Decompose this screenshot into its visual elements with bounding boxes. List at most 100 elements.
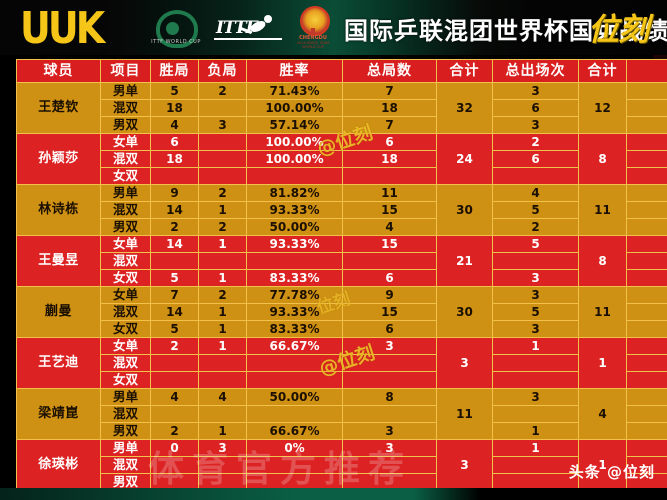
win-rate-cell: 57.14% [246, 116, 343, 134]
event-cell: 混双 [100, 150, 151, 168]
total-games-cell: 3 [342, 337, 437, 355]
column-header-apps-sum: 合计 [578, 59, 627, 83]
points-cell [626, 405, 667, 423]
appearances-cell [492, 371, 579, 389]
column-header-points: 积分 [626, 59, 667, 83]
win-rate-cell [246, 456, 343, 474]
apps-sum-cell: 1 [578, 337, 627, 389]
footer-bar [0, 488, 667, 500]
brand-logo: 位刻 [588, 12, 649, 48]
wins-cell: 7 [150, 286, 199, 304]
table-row: 梁靖崑 男单 4 4 50.00% 8 11 3 4 [16, 388, 667, 440]
losses-cell: 3 [198, 439, 247, 457]
win-rate-cell: 100.00% [246, 150, 343, 168]
appearances-cell: 3 [492, 286, 579, 304]
points-cell [626, 218, 667, 236]
appearances-cell [492, 354, 579, 372]
losses-cell [198, 371, 247, 389]
event-cell: 混双 [100, 405, 151, 423]
total-games-cell: 3 [342, 439, 437, 457]
appearances-cell: 6 [492, 99, 579, 117]
win-rate-cell: 93.33% [246, 303, 343, 321]
wins-cell: 6 [150, 133, 199, 151]
wins-cell [150, 473, 199, 491]
wins-cell: 14 [150, 303, 199, 321]
points-cell [626, 473, 667, 491]
table-row: 孙颖莎 女单 6 100.00% 6 24 2 8 [16, 133, 667, 185]
win-rate-cell [246, 252, 343, 270]
wins-cell: 2 [150, 218, 199, 236]
points-cell [626, 388, 667, 406]
points-cell [626, 286, 667, 304]
appearances-cell: 1 [492, 422, 579, 440]
points-cell [626, 116, 667, 134]
stats-table: 球员 项目 胜局 负局 胜率 总局数 合计 总出场次 合计 积分 王楚钦男单52… [16, 59, 667, 491]
wins-cell: 18 [150, 99, 199, 117]
total-games-cell: 18 [342, 150, 437, 168]
stats-table-container: 球员 项目 胜局 负局 胜率 总局数 合计 总出场次 合计 积分 王楚钦男单52… [16, 59, 667, 491]
games-sum-cell: 24 [436, 133, 493, 185]
losses-cell: 1 [198, 337, 247, 355]
ittf-logo-icon: ITTF [214, 8, 286, 48]
table-row: 混双 [17, 354, 667, 372]
world-cup-logo-caption: ITTF WORLD CUP [151, 39, 201, 45]
losses-cell: 2 [198, 184, 247, 202]
appearances-cell: 5 [492, 201, 579, 219]
total-games-cell: 6 [342, 269, 437, 287]
column-header-losses: 负局 [198, 59, 247, 83]
event-cell: 女双 [100, 269, 151, 287]
win-rate-cell: 83.33% [246, 320, 343, 338]
appearances-cell: 3 [492, 269, 579, 287]
points-cell: 398 [626, 201, 667, 219]
win-rate-cell: 83.33% [246, 269, 343, 287]
table-row: 王艺迪 女单 2 1 66.67% 3 3 1 1 [16, 337, 667, 389]
player-name-cell: 孙颖莎 [16, 133, 101, 185]
appearances-cell: 1 [492, 337, 579, 355]
table-row: 女双 5 1 83.33% 6 3 [17, 320, 667, 338]
appearances-cell [492, 456, 579, 474]
table-row: 徐瑛彬 男单 0 3 0% 3 3 1 1 [16, 439, 667, 491]
banner: UUK ITTF WORLD CUP ITTF CHENGDU 2024 MIX… [0, 0, 667, 55]
appearances-cell [492, 405, 579, 423]
win-rate-cell: 100.00% [246, 133, 343, 151]
footer-credit: 头条 @位刻 [568, 463, 655, 481]
win-rate-cell: 50.00% [246, 218, 343, 236]
table-row: 男双 4 3 57.14% 7 3 [17, 116, 667, 134]
table-row: 蒯曼 女单 7 2 77.78% 9 30 3 11 [16, 286, 667, 338]
player-name-cell: 蒯曼 [16, 286, 101, 338]
points-cell [626, 337, 667, 355]
win-rate-cell: 81.82% [246, 184, 343, 202]
appearances-cell [492, 473, 579, 491]
column-header-appearances: 总出场次 [492, 59, 579, 83]
appearances-cell: 1 [492, 439, 579, 457]
total-games-cell: 8 [342, 388, 437, 406]
uuk-logo-text: UUK [20, 2, 105, 54]
losses-cell: 2 [198, 286, 247, 304]
column-header-games-sum: 合计 [436, 59, 493, 83]
total-games-cell: 15 [342, 235, 437, 253]
points-cell: 398 [626, 235, 667, 253]
event-cell: 女双 [100, 371, 151, 389]
ittf-ball-shape [264, 15, 272, 23]
event-cell: 男双 [100, 116, 151, 134]
table-header-row: 球员 项目 胜局 负局 胜率 总局数 合计 总出场次 合计 积分 [16, 59, 667, 83]
player-name-cell: 梁靖崑 [16, 388, 101, 440]
losses-cell [198, 456, 247, 474]
total-games-cell: 9 [342, 286, 437, 304]
wins-cell: 5 [150, 82, 199, 100]
losses-cell: 4 [198, 388, 247, 406]
wins-cell: 2 [150, 422, 199, 440]
world-cup-ring-shape [156, 10, 198, 48]
appearances-cell [492, 167, 579, 185]
table-row: 男双 2 1 66.67% 3 1 [17, 422, 667, 440]
points-cell [626, 422, 667, 440]
event-cell: 女双 [100, 320, 151, 338]
event-cell: 男单 [100, 388, 151, 406]
event-cell: 男单 [100, 184, 151, 202]
games-sum-cell: 30 [436, 184, 493, 236]
chengdu-logo-subtext: 2024 MIXED TEAM WORLD CUP [296, 41, 330, 49]
event-cell: 混双 [100, 99, 151, 117]
